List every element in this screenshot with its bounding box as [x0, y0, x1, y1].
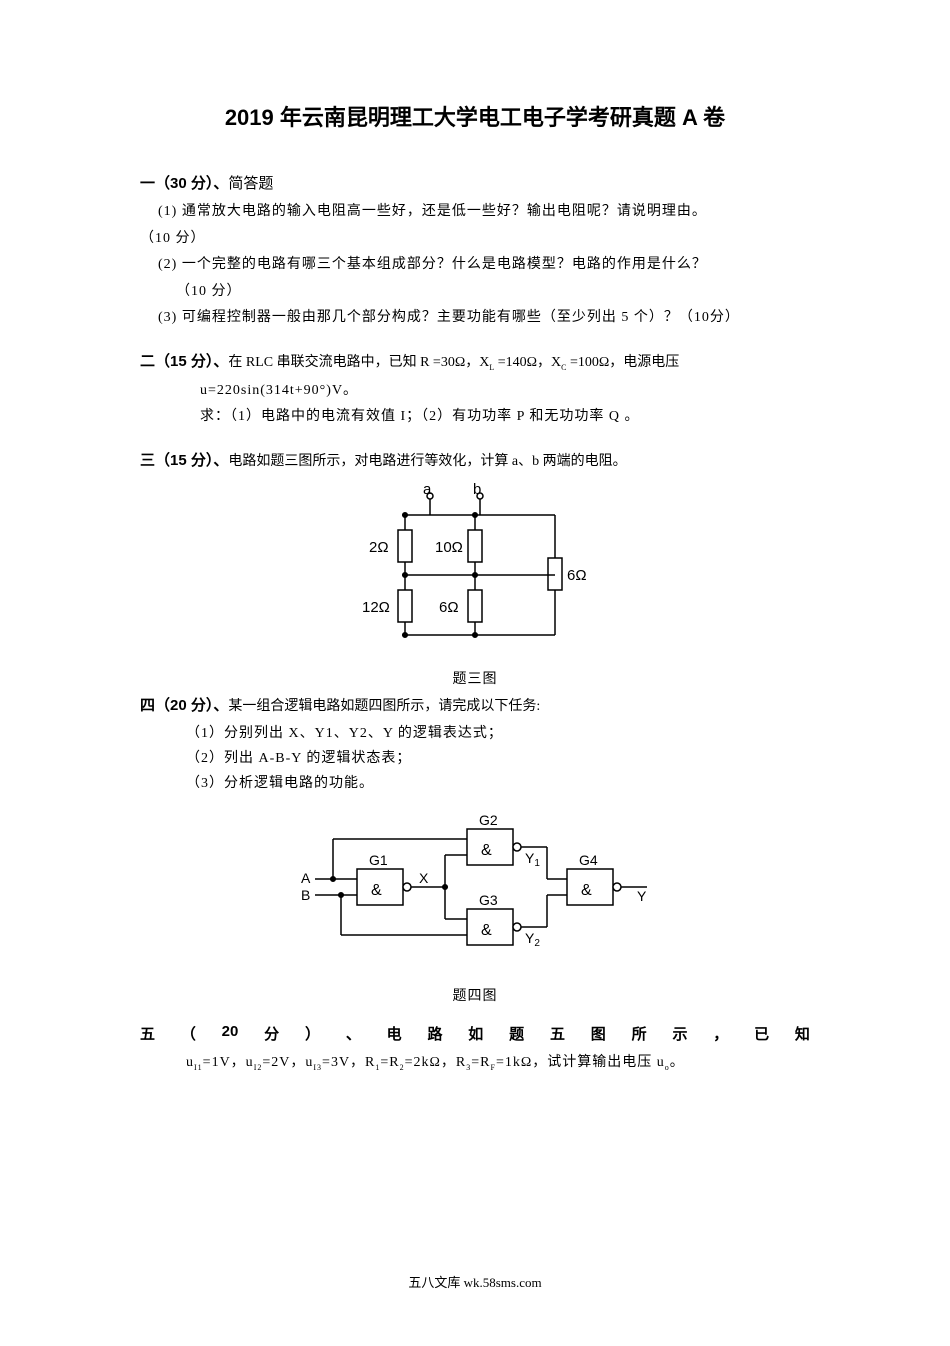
- q5-header-char: 已: [754, 1023, 769, 1044]
- q5-header-char: 、: [346, 1023, 361, 1044]
- q2-line2: u=220sin(314t+90°)V。: [200, 378, 810, 405]
- q1-item1-points: （10 分）: [140, 226, 810, 253]
- q4-header: 四（20 分）、某一组合逻辑电路如题四图所示，请完成以下任务:: [140, 694, 810, 715]
- q2-line3: 求：（1）电路中的电流有效值 I；（2）有功功率 P 和无功功率 Q 。: [200, 404, 810, 431]
- q1-header-num: 一（30 分）、: [140, 175, 228, 192]
- input-b-label: B: [301, 887, 310, 903]
- g2-out: Y1: [525, 850, 540, 869]
- q5-header-char: 题: [509, 1023, 524, 1044]
- g4-type: &: [581, 882, 592, 899]
- q5-header-char: 如: [468, 1023, 483, 1044]
- g3-type: &: [481, 922, 492, 939]
- q5-header-char: 所: [632, 1023, 647, 1044]
- g2-id: G2: [479, 812, 498, 828]
- q4-caption: 题四图: [140, 985, 810, 1005]
- r-10ohm-label: 10Ω: [435, 539, 463, 556]
- g2-type: &: [481, 842, 492, 859]
- input-a-label: A: [301, 870, 311, 886]
- q4-task3: （3）分析逻辑电路的功能。: [186, 771, 810, 796]
- q2-header: 二（15 分）、在 RLC 串联交流电路中，已知 R =30Ω，XL =140Ω…: [140, 350, 810, 372]
- q3-header: 三（15 分）、电路如题三图所示，对电路进行等效化，计算 a、b 两端的电阻。: [140, 449, 810, 470]
- q4-task2: （2）列出 A-B-Y 的逻辑状态表；: [186, 746, 810, 771]
- r-6ohm-a-label: 6Ω: [439, 599, 459, 616]
- g3-out: Y2: [525, 930, 540, 949]
- q5-header-char: 知: [795, 1023, 810, 1044]
- g4-id: G4: [579, 852, 598, 868]
- q4-task1: （1）分别列出 X、Y1、Y2、Y 的逻辑表达式；: [186, 721, 810, 746]
- r-6ohm-b-label: 6Ω: [567, 567, 587, 584]
- terminal-b-label: b: [473, 481, 481, 498]
- g1-type: &: [371, 882, 382, 899]
- q4-header-text: 某一组合逻辑电路如题四图所示，请完成以下任务:: [228, 699, 540, 714]
- q1-item2-points: （10 分）: [176, 279, 810, 306]
- q2-header-text: 在 RLC 串联交流电路中，已知 R =30Ω，XL =140Ω，XC =100…: [228, 355, 679, 370]
- q4-circuit-svg: A B G1 & X G2 & Y1 G3 & Y2 G4 & Y: [285, 807, 665, 977]
- q1-header: 一（30 分）、简答题: [140, 172, 810, 193]
- q1-item3: (3) 可编程控制器一般由那几个部分构成？主要功能有哪些（至少列出 5 个）？（…: [158, 305, 810, 332]
- terminal-a-label: a: [423, 481, 432, 498]
- q5-header-char: 分: [264, 1023, 279, 1044]
- q5-header: 五 （ 20 分 ） 、 电 路 如 题 五 图 所 示 ， 已 知: [140, 1023, 810, 1044]
- q5-header-char: 五: [140, 1023, 155, 1044]
- q3-caption: 题三图: [140, 668, 810, 688]
- q5-header-char: 示: [672, 1023, 687, 1044]
- q4-header-num: 四（20 分）、: [140, 697, 228, 714]
- q5-header-char: ，: [713, 1023, 728, 1044]
- q5-header-char: 电: [387, 1023, 402, 1044]
- g1-out: X: [419, 870, 429, 886]
- q3-header-num: 三（15 分）、: [140, 452, 228, 469]
- q5-header-char: 路: [427, 1023, 442, 1044]
- q3-header-text: 电路如题三图所示，对电路进行等效化，计算 a、b 两端的电阻。: [228, 454, 626, 469]
- q1-item1: (1) 通常放大电路的输入电阻高一些好，还是低一些好？输出电阻呢？请说明理由。: [158, 199, 810, 226]
- q3-circuit-svg: a b 2Ω 10Ω 12Ω 6Ω 6Ω: [345, 480, 605, 660]
- g3-id: G3: [479, 892, 498, 908]
- r-12ohm-label: 12Ω: [362, 599, 390, 616]
- q5-header-char: 图: [591, 1023, 606, 1044]
- q4-figure: A B G1 & X G2 & Y1 G3 & Y2 G4 & Y: [140, 807, 810, 977]
- q5-header-char: 20: [222, 1023, 239, 1044]
- r-2ohm-label: 2Ω: [369, 539, 389, 556]
- q5-header-char: 五: [550, 1023, 565, 1044]
- q2-header-num: 二（15 分）、: [140, 353, 228, 370]
- q3-figure: a b 2Ω 10Ω 12Ω 6Ω 6Ω: [140, 480, 810, 660]
- q1-header-text: 简答题: [228, 176, 273, 192]
- g4-out: Y: [637, 888, 647, 904]
- g1-id: G1: [369, 852, 388, 868]
- q1-item2: (2) 一个完整的电路有哪三个基本组成部分？什么是电路模型？电路的作用是什么？: [158, 252, 810, 279]
- footer-text: 五八文库 wk.58sms.com: [0, 1272, 950, 1291]
- page-title: 2019 年云南昆明理工大学电工电子学考研真题 A 卷: [140, 100, 810, 132]
- q5-header-char: （: [181, 1023, 196, 1044]
- q5-line2: uI1=1V，uI2=2V，uI3=3V，R1=R2=2kΩ，R3=RF=1kΩ…: [186, 1050, 810, 1077]
- q5-header-char: ）: [305, 1023, 320, 1044]
